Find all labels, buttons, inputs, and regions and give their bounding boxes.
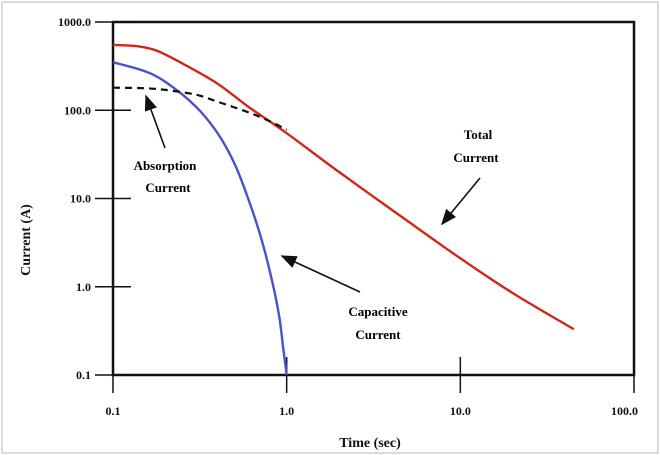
x-tick-label: 10.0 [450,404,471,418]
x-axis-title: Time (sec) [339,436,401,451]
absorption-label-line2: Current [145,180,191,195]
y-tick-label: 10.0 [70,192,91,206]
absorption-arrow [144,94,166,149]
y-tick-label: 1.0 [76,280,91,294]
series-total-line [112,43,575,331]
y-tick-label: 1000.0 [58,15,91,29]
y-axis-title: Current (A) [19,204,34,276]
absorption-label-line1: Absorption [134,158,198,173]
x-axis-ticks: 0.1 1.0 10.0 100.0 [106,357,638,418]
series-capacitive-line [112,61,288,376]
series-layer [112,43,575,376]
total-arrow [440,177,481,226]
plot-area [111,20,636,377]
capacitive-label-line2: Current [355,327,401,342]
y-axis-ticks: 1000.0 100.0 10.0 1.0 0.1 [58,15,131,382]
series-absorption-line [112,86,288,131]
y-tick-label: 100.0 [64,103,91,117]
x-tick-label: 1.0 [279,404,294,418]
x-tick-label: 0.1 [106,404,121,418]
y-tick-label: 0.1 [76,368,91,382]
total-label-line1: Total [464,127,493,142]
total-label-line2: Current [453,150,499,165]
capacitive-arrow [280,255,361,293]
capacitive-label-line1: Capacitive [348,304,407,319]
x-tick-label: 100.0 [611,404,638,418]
